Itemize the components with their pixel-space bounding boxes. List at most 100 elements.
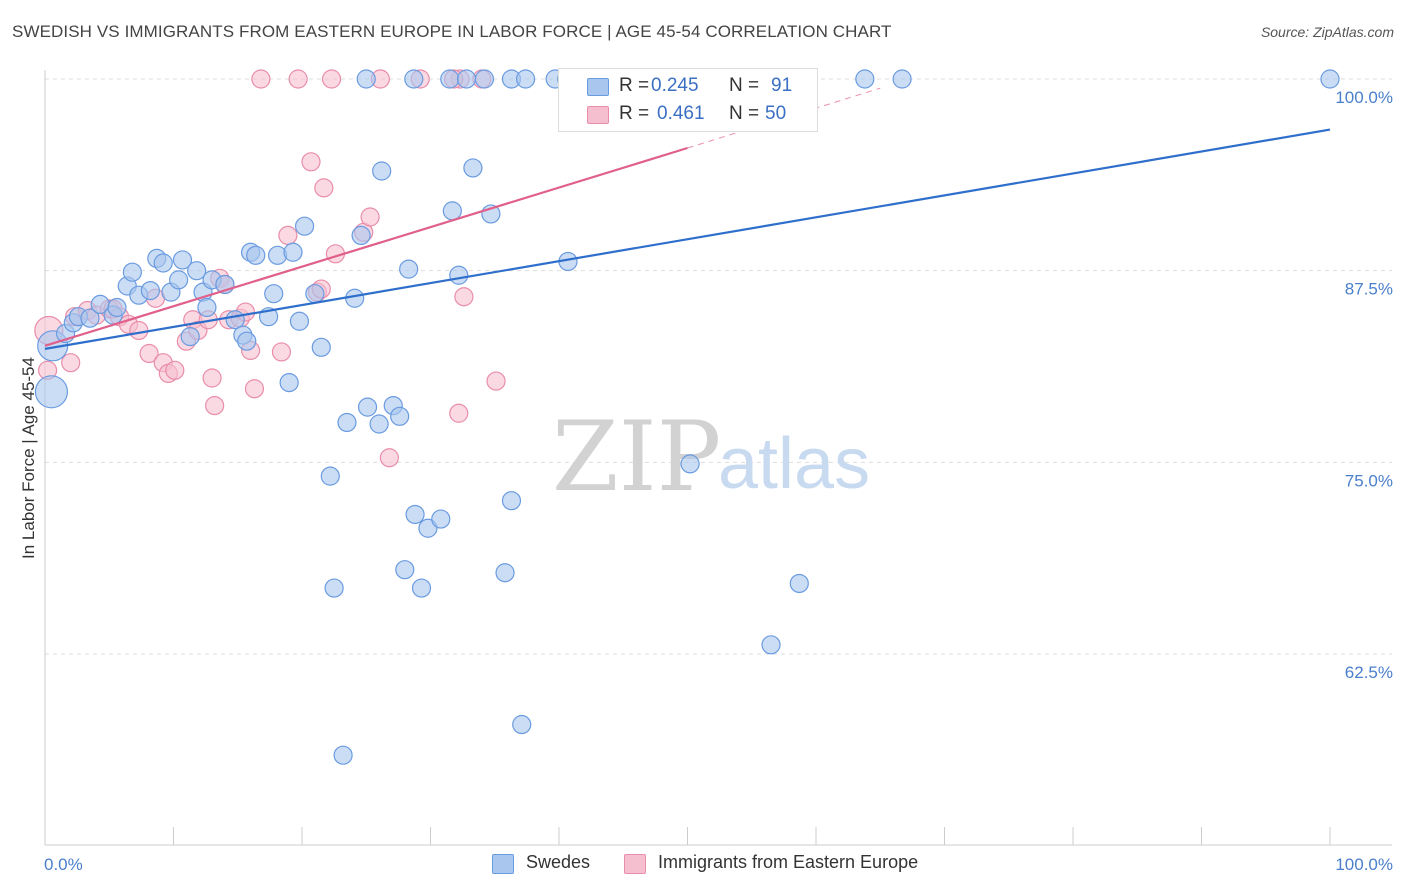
swede-point (440, 69, 460, 89)
swede-point (512, 714, 532, 735)
immigrant-point (202, 368, 222, 388)
swede-point (357, 397, 378, 417)
immigrant-point (454, 287, 474, 307)
swede-point (283, 242, 303, 262)
immigrants-swatch (587, 106, 609, 124)
tick-labels: 62.5% 75.0% 87.5% 100.0% 0.0% 100.0% (44, 88, 1393, 874)
y-tick-label: 87.5% (1345, 280, 1393, 299)
swede-point (305, 284, 325, 304)
swede-point (449, 265, 469, 285)
swede-point (501, 491, 522, 511)
swede-point (405, 504, 425, 525)
swede-point (246, 245, 266, 265)
swedes-trend-line (44, 128, 1331, 350)
legend-box: R = 0.245 N = 91 R = 0.461 N = 50 (558, 68, 818, 132)
swede-point (892, 69, 912, 89)
immigrant-point (379, 448, 399, 468)
immigrant-point (61, 353, 81, 373)
x-tick-label: 0.0% (44, 855, 83, 874)
swede-point (369, 414, 389, 434)
swede-point (80, 308, 100, 328)
swede-point (789, 573, 809, 594)
immigrant-point (205, 396, 225, 416)
axes (44, 70, 1392, 846)
swede-point (404, 69, 424, 89)
swede-point (169, 270, 189, 290)
immigrant-point (271, 342, 292, 362)
swede-point (456, 69, 477, 89)
immigrants-points (34, 69, 506, 468)
y-axis-label: In Labor Force | Age 45-54 (19, 357, 38, 559)
immigrant-point (301, 152, 321, 172)
swede-point (122, 262, 142, 282)
immigrant-point (449, 403, 469, 423)
swede-point (411, 578, 432, 598)
source-label: Source: ZipAtlas.com (1260, 24, 1394, 40)
legend-n-label: N = (729, 75, 760, 96)
swede-point (324, 578, 344, 598)
immigrants-trend-line (44, 146, 688, 347)
swede-point (289, 311, 310, 331)
legend-n-value: 50 (765, 103, 787, 124)
immigrant-point (288, 69, 308, 89)
swede-point (390, 406, 410, 426)
swede-point (463, 158, 483, 178)
immigrant-point (278, 225, 298, 245)
x-tick-label: 100.0% (1335, 855, 1393, 874)
swede-point (294, 216, 315, 236)
y-tick-label: 75.0% (1345, 471, 1393, 490)
legend-r-value: 0.245 (651, 75, 699, 96)
swede-point (337, 412, 357, 433)
immigrant-point (129, 320, 149, 341)
immigrant-point (321, 69, 342, 89)
swedes-swatch (492, 854, 514, 874)
swede-point (311, 337, 331, 357)
swede-point (153, 253, 173, 273)
swede-point (320, 466, 340, 486)
immigrant-point (314, 178, 334, 198)
legend-r-label: R = (619, 75, 650, 96)
swede-point (172, 250, 193, 270)
swede-point (399, 259, 419, 279)
y-tick-label: 62.5% (1345, 663, 1393, 682)
y-tick-label: 100.0% (1335, 88, 1393, 107)
swede-point (431, 509, 451, 529)
swede-point (395, 560, 415, 580)
chart-title: SWEDISH VS IMMIGRANTS FROM EASTERN EUROP… (12, 22, 892, 41)
swede-point (237, 331, 257, 351)
immigrant-point (251, 69, 271, 89)
swede-point (761, 635, 781, 655)
swede-point (180, 327, 200, 347)
swede-point (279, 373, 299, 393)
immigrants-swatch (624, 854, 646, 874)
swede-point (107, 297, 127, 318)
bottom-legend-label: Swedes (526, 852, 591, 872)
swede-point (356, 69, 376, 89)
immigrant-point (360, 207, 380, 227)
immigrant-point (486, 371, 506, 391)
grid-lines (45, 78, 1392, 655)
swede-point (333, 745, 353, 765)
immigrant-point (244, 379, 265, 399)
swede-point (1320, 69, 1340, 89)
swede-point (264, 284, 284, 304)
legend-r-label: R = (619, 103, 650, 124)
watermark-atlas: atlas (718, 424, 870, 504)
legend-n-label: N = (729, 103, 760, 124)
swedes-swatch (587, 78, 609, 96)
swede-point (372, 161, 392, 181)
swede-point (855, 69, 875, 89)
swede-point (442, 201, 462, 221)
legend-r-value: 0.461 (657, 103, 705, 124)
immigrant-point (165, 360, 185, 380)
swede-point (495, 563, 515, 583)
swede-point (515, 69, 536, 89)
swede-point (187, 261, 207, 281)
swede-point (680, 454, 700, 474)
swede-point (267, 245, 288, 265)
swede-point (140, 281, 160, 301)
swede-point (197, 297, 217, 318)
swede-point (351, 225, 371, 245)
bottom-legend-label: Immigrants from Eastern Europe (658, 852, 919, 872)
